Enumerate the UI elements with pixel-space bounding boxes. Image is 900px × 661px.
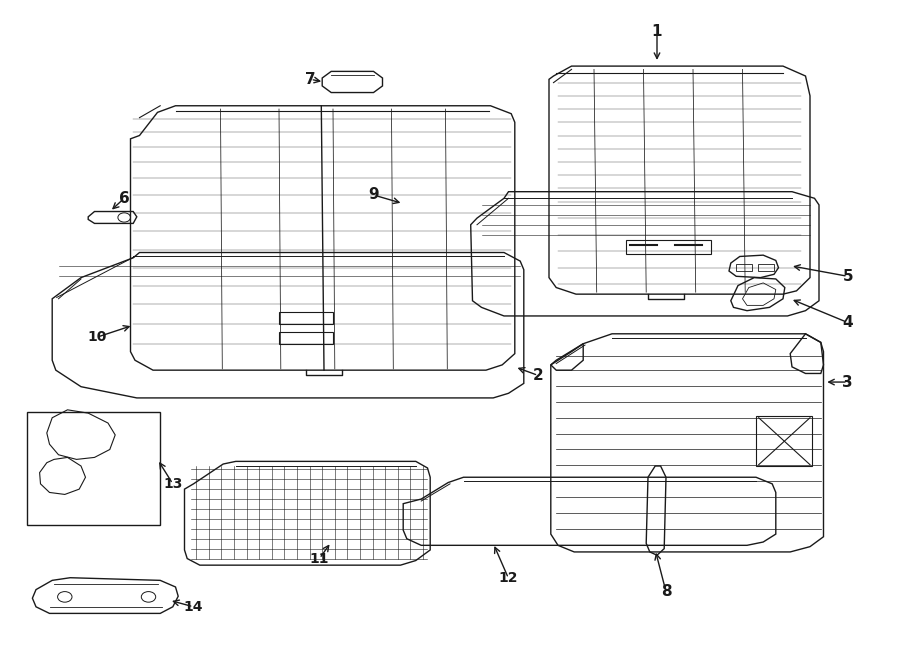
Bar (626, 240, 711, 254)
Text: 13: 13 (163, 477, 183, 491)
Bar (27, 412, 160, 525)
Bar (279, 312, 333, 324)
Bar (758, 264, 774, 271)
Text: 1: 1 (652, 24, 662, 39)
Text: 14: 14 (184, 600, 203, 614)
Text: 6: 6 (119, 191, 130, 206)
Bar (279, 332, 333, 344)
Text: 3: 3 (842, 375, 853, 389)
Text: 5: 5 (842, 269, 853, 284)
Text: 11: 11 (310, 551, 329, 566)
Bar (756, 416, 812, 466)
Text: 10: 10 (87, 330, 107, 344)
Text: 12: 12 (499, 571, 518, 586)
Bar (736, 264, 752, 271)
Text: 8: 8 (661, 584, 671, 599)
Text: 4: 4 (842, 315, 853, 330)
Text: 9: 9 (368, 188, 379, 202)
Text: 7: 7 (305, 72, 316, 87)
Text: 2: 2 (533, 368, 544, 383)
